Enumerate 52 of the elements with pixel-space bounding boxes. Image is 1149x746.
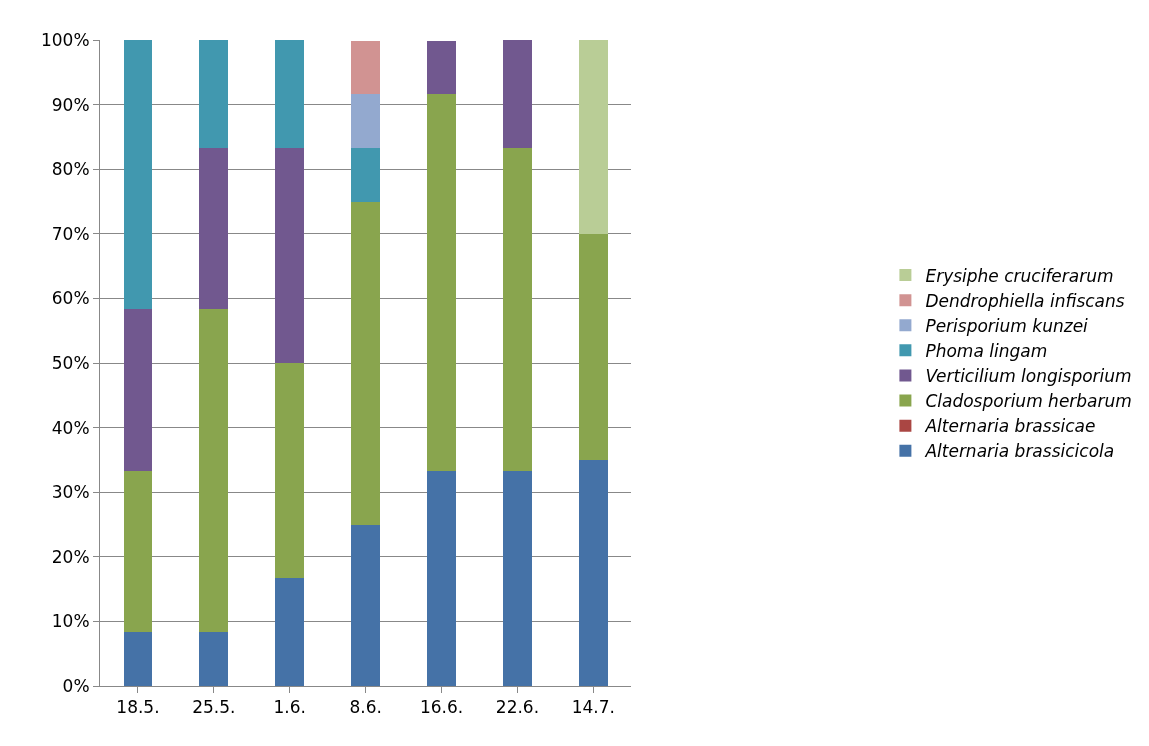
y-tick-label: 10%	[51, 611, 90, 632]
x-tick-label: 14.7.	[571, 697, 615, 718]
bar	[199, 147, 229, 310]
x-tick-label: 18.5.	[116, 697, 160, 718]
bar	[503, 147, 532, 471]
bar	[123, 632, 153, 686]
x-tick-label: 16.6.	[419, 697, 464, 718]
bar	[123, 309, 153, 471]
bar	[199, 632, 229, 686]
y-tick-label: 30%	[51, 482, 90, 503]
bar	[351, 40, 381, 95]
x-tick-label: 8.6.	[349, 697, 382, 718]
bar	[351, 201, 381, 525]
legend-label: Alternaria brassicae	[924, 416, 1096, 437]
bar	[351, 524, 381, 686]
bar	[123, 40, 153, 310]
legend-label: Perisporium kunzei	[925, 315, 1089, 336]
legend-label: Dendrophiella infiscans	[925, 290, 1125, 311]
legend-label: Cladosporium herbarum	[925, 391, 1132, 412]
bar	[427, 40, 456, 95]
bar	[275, 363, 305, 579]
legend-label: Phoma lingam	[925, 340, 1048, 361]
y-tick-label: 70%	[51, 223, 90, 244]
bar	[123, 470, 153, 633]
bar	[199, 309, 229, 633]
legend-label: Verticilium longisporium	[925, 366, 1132, 387]
bar	[275, 147, 305, 363]
bar	[578, 40, 608, 234]
bar	[427, 94, 456, 471]
x-tick-label: 25.5.	[192, 697, 236, 718]
y-tick-label: 80%	[51, 159, 90, 180]
bar	[427, 470, 456, 686]
y-tick-label: 100%	[40, 29, 90, 50]
bar	[275, 40, 305, 148]
bar	[578, 459, 608, 686]
x-tick-label: 1.6.	[273, 697, 306, 718]
bar	[351, 94, 381, 148]
legend-label: Alternaria brassicicola	[924, 441, 1115, 462]
y-tick-label: 50%	[51, 352, 90, 373]
bar	[351, 147, 381, 202]
y-tick-label: 20%	[51, 546, 90, 567]
y-tick-label: 40%	[51, 417, 90, 438]
legend-label: Erysiphe cruciferarum	[925, 265, 1114, 286]
bar	[503, 470, 532, 686]
y-tick-label: 90%	[51, 94, 90, 115]
bar	[503, 40, 532, 148]
y-tick-label: 60%	[51, 288, 90, 309]
x-tick-label: 22.6.	[495, 697, 540, 718]
bar	[199, 40, 229, 148]
bar	[578, 233, 608, 460]
bar	[275, 578, 305, 686]
y-tick-label: 0%	[62, 675, 90, 696]
